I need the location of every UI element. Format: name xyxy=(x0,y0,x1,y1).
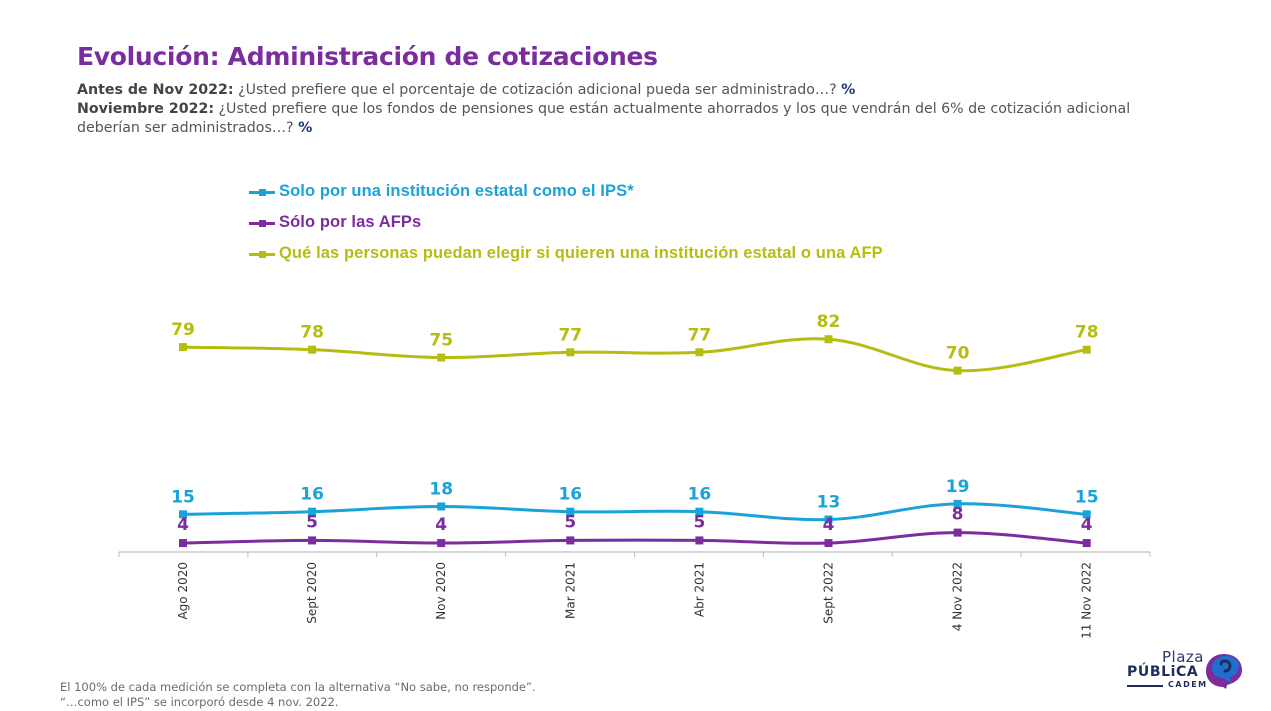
data-label: 5 xyxy=(693,512,705,532)
data-point-marker xyxy=(953,366,962,375)
unit-label: % xyxy=(841,82,856,98)
question-body: ¿Usted prefiere que el porcentaje de cot… xyxy=(233,82,842,98)
series-line-ips xyxy=(182,502,1087,522)
question-label: Noviembre 2022: xyxy=(77,101,215,117)
data-point-marker xyxy=(437,539,446,548)
data-point-marker xyxy=(695,536,704,545)
plaza-publica-cadem-logo: Plaza PÚBLiCA CADEM xyxy=(1124,648,1246,692)
data-point-marker xyxy=(308,536,317,545)
data-label: 78 xyxy=(1075,323,1099,343)
data-label: 8 xyxy=(952,505,964,525)
data-label: 4 xyxy=(177,515,189,535)
legend-label: Sólo por las AFPs xyxy=(279,213,422,231)
question-text: Antes de Nov 2022: ¿Usted prefiere que e… xyxy=(77,81,1187,138)
data-point-marker xyxy=(695,507,704,516)
x-tick-label: Abr 2021 xyxy=(692,562,706,617)
data-point-marker xyxy=(953,499,962,508)
logo-text-cadem: CADEM xyxy=(1168,680,1208,689)
data-label: 19 xyxy=(946,477,970,497)
data-label: 16 xyxy=(300,485,324,505)
series-line-afps xyxy=(182,531,1087,545)
data-point-marker xyxy=(1082,345,1091,354)
x-tick-label: Ago 2020 xyxy=(176,562,190,620)
legend-line-marker-icon xyxy=(249,249,275,259)
data-point-marker xyxy=(566,348,575,357)
data-label: 5 xyxy=(306,512,318,532)
data-point-marker xyxy=(953,528,962,537)
data-point-marker xyxy=(566,507,575,516)
data-label: 18 xyxy=(429,479,453,499)
data-label: 15 xyxy=(1075,487,1099,507)
question-nov-2022: Noviembre 2022: ¿Usted prefiere que los … xyxy=(77,100,1187,138)
page-title: Evolución: Administración de cotizacione… xyxy=(77,42,658,71)
data-point-marker xyxy=(437,353,446,362)
data-label: 4 xyxy=(823,515,835,535)
data-label: 75 xyxy=(429,331,453,351)
data-label: 4 xyxy=(435,515,447,535)
footnotes: El 100% de cada medición se completa con… xyxy=(60,680,536,710)
data-point-marker xyxy=(1082,510,1091,519)
data-label: 78 xyxy=(300,323,324,343)
data-point-marker xyxy=(824,335,833,344)
x-tick-label: Nov 2020 xyxy=(434,562,448,620)
data-point-marker xyxy=(308,345,317,354)
x-tick-label: Sept 2022 xyxy=(822,562,836,624)
data-label: 77 xyxy=(688,325,712,345)
question-before-nov-2022: Antes de Nov 2022: ¿Usted prefiere que e… xyxy=(77,81,1187,100)
data-label: 70 xyxy=(946,344,970,364)
chart-legend: Solo por una institución estatal como el… xyxy=(249,176,883,269)
data-point-marker xyxy=(695,348,704,357)
speech-bubble-icon xyxy=(1206,654,1242,689)
footnote: El 100% de cada medición se completa con… xyxy=(60,680,536,694)
data-label: 13 xyxy=(817,493,841,513)
data-label: 16 xyxy=(688,485,712,505)
data-label: 4 xyxy=(1081,515,1093,535)
data-point-marker xyxy=(437,502,446,511)
data-point-marker xyxy=(179,510,187,519)
series-line-elegir xyxy=(182,337,1087,373)
data-label: 79 xyxy=(171,320,195,340)
data-point-marker xyxy=(179,539,187,548)
data-label: 15 xyxy=(171,487,195,507)
legend-item-afps[interactable]: Sólo por las AFPs xyxy=(249,207,883,238)
legend-label: Solo por una institución estatal como el… xyxy=(279,182,634,200)
unit-label: % xyxy=(298,120,313,136)
data-point-marker xyxy=(179,343,187,352)
legend-line-marker-icon xyxy=(249,187,275,197)
data-point-marker xyxy=(566,536,575,545)
data-point-marker xyxy=(308,507,317,516)
data-label: 77 xyxy=(558,325,582,345)
question-label: Antes de Nov 2022: xyxy=(77,82,234,98)
x-tick-label: 4 Nov 2022 xyxy=(951,562,965,631)
logo-underline xyxy=(1127,685,1163,687)
data-point-marker xyxy=(824,515,833,524)
footnote: “…como el IPS” se incorporó desde 4 nov.… xyxy=(60,695,339,709)
legend-item-ips[interactable]: Solo por una institución estatal como el… xyxy=(249,176,883,207)
logo-text-plaza: Plaza xyxy=(1162,648,1204,666)
data-label: 82 xyxy=(817,312,841,332)
logo-text-publica: PÚBLiCA xyxy=(1127,664,1199,680)
legend-line-marker-icon xyxy=(249,218,275,228)
x-tick-label: 11 Nov 2022 xyxy=(1080,562,1094,639)
x-tick-label: Mar 2021 xyxy=(563,562,577,619)
data-label: 5 xyxy=(564,512,576,532)
data-point-marker xyxy=(1082,539,1091,548)
data-label: 16 xyxy=(558,485,582,505)
question-body: ¿Usted prefiere que los fondos de pensio… xyxy=(77,101,1131,136)
data-point-marker xyxy=(824,539,833,548)
legend-label: Qué las personas puedan elegir si quiere… xyxy=(279,244,883,262)
x-tick-label: Sept 2020 xyxy=(305,562,319,624)
legend-item-elegir[interactable]: Qué las personas puedan elegir si quiere… xyxy=(249,238,883,269)
